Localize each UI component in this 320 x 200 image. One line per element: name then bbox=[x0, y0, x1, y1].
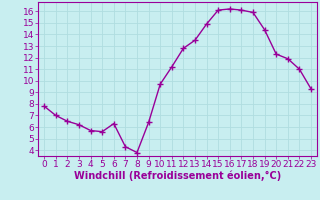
X-axis label: Windchill (Refroidissement éolien,°C): Windchill (Refroidissement éolien,°C) bbox=[74, 171, 281, 181]
